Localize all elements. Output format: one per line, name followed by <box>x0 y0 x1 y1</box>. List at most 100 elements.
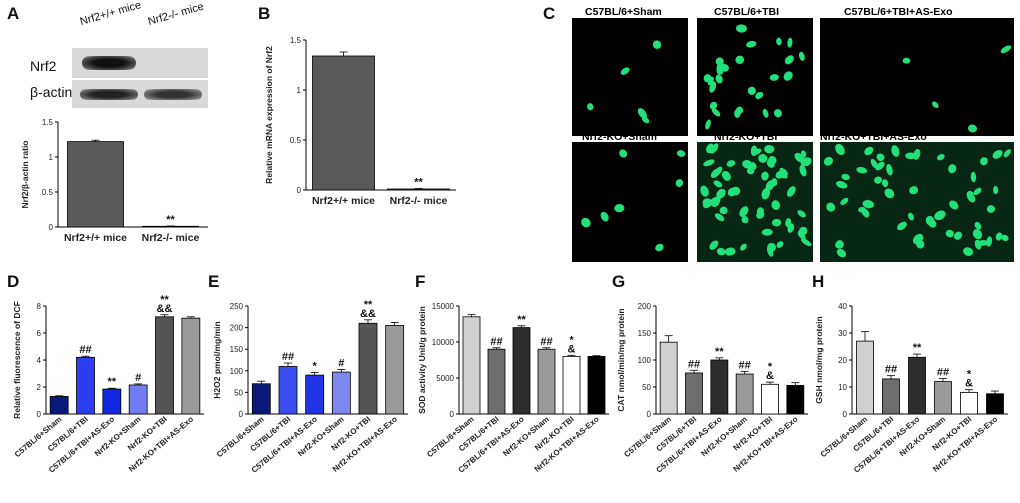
nucleus <box>735 55 745 65</box>
nucleus <box>721 171 731 181</box>
nucleus <box>799 164 807 177</box>
bar <box>102 388 122 415</box>
nucleus <box>785 218 792 228</box>
y-tick-label: 8 <box>37 302 42 311</box>
nucleus <box>948 164 957 174</box>
micrograph-title-4: Nrf2-KO+Sham <box>582 131 657 143</box>
nucleus <box>750 162 757 170</box>
bar <box>155 316 174 415</box>
nucleus <box>986 205 996 213</box>
nucleus <box>798 226 808 236</box>
nucleus <box>974 239 982 250</box>
bar <box>986 393 1004 415</box>
significance-label: & <box>766 370 774 382</box>
x-category-label: Nrf2-KO+Sham <box>93 415 143 459</box>
y-tick-label: 0 <box>37 410 42 419</box>
nucleus <box>902 57 911 64</box>
significance-label: * <box>313 361 318 373</box>
nucleus <box>986 236 993 247</box>
blot-strip-nrf2 <box>72 48 208 78</box>
chart-a: 0 0.5 1 1.5 Nrf2/β-actin ratio Nrf2+/+ mice **… <box>20 118 208 244</box>
significance-label: ** <box>715 346 724 358</box>
micrograph-4 <box>572 142 688 262</box>
nucleus <box>587 103 594 111</box>
y-tick-label: 0 <box>843 410 848 419</box>
y-tick-label: 150 <box>230 345 244 354</box>
chart-d: 0 2 4 6 8 Relative fluorescence of DCFC57BL/6… <box>12 294 204 475</box>
nucleus <box>931 101 939 109</box>
nucleus <box>949 200 959 210</box>
nucleus <box>726 160 736 167</box>
panel-letter-a: A <box>7 4 20 23</box>
y-tick-label: 1.5 <box>290 36 302 45</box>
nucleus <box>973 187 982 196</box>
nucleus <box>709 81 717 93</box>
bar <box>710 359 729 415</box>
nucleus <box>841 173 850 181</box>
y-tick-label: 50 <box>234 388 243 397</box>
nucleus <box>676 150 686 157</box>
y-axis-label: Nrf2/β-actin ratio <box>20 140 30 208</box>
x-category-label: C57BL/6+Sham <box>13 415 64 459</box>
panel-letter-h: H <box>812 272 825 291</box>
significance-label: && <box>157 303 173 315</box>
blot-row-label-actin: β-actin <box>30 84 73 100</box>
blot-band-actin-2 <box>144 89 202 100</box>
y-tick-label: 1 <box>49 153 54 162</box>
nucleus <box>652 40 662 49</box>
nucleus <box>619 149 628 158</box>
bar <box>856 340 874 415</box>
nucleus <box>862 200 874 209</box>
nucleus <box>706 143 715 154</box>
micrograph-title-1: C57BL/6+Sham <box>585 6 662 18</box>
bar <box>685 372 703 415</box>
nuclei-1 <box>587 40 662 124</box>
nucleus <box>705 119 711 130</box>
nucleus <box>945 229 954 238</box>
nucleus <box>823 156 834 166</box>
significance-label: ** <box>166 214 175 226</box>
bar <box>305 374 325 415</box>
nucleus <box>925 215 935 226</box>
significance-label: ** <box>414 177 423 189</box>
nucleus <box>858 207 866 213</box>
y-axis-label: SOD activity Unit/g protein <box>417 306 427 414</box>
nucleus <box>1000 45 1012 54</box>
nucleus <box>787 37 793 48</box>
nucleus <box>600 211 609 222</box>
nucleus <box>714 166 723 177</box>
nucleus <box>771 178 778 187</box>
nucleus <box>767 246 774 257</box>
nucleus <box>741 216 749 224</box>
y-tick-label: 1.5 <box>42 118 54 127</box>
nucleus <box>709 101 718 110</box>
nucleus <box>700 185 709 197</box>
significance-label: ## <box>282 351 294 363</box>
nucleus <box>739 206 749 217</box>
nucleus <box>936 154 945 161</box>
nucleus <box>768 156 777 165</box>
nucleus <box>773 109 782 118</box>
y-tick-label: 40 <box>838 302 847 311</box>
nucleus <box>715 74 723 84</box>
nucleus <box>756 207 764 216</box>
blot-band-actin-1 <box>80 89 138 100</box>
nucleus <box>750 145 758 157</box>
nucleus <box>711 108 721 117</box>
y-axis-label: CAT nmol/min/mg protein <box>616 308 626 411</box>
nucleus <box>716 61 724 71</box>
significance-label: ** <box>913 342 922 354</box>
nucleus <box>713 180 723 188</box>
bar <box>312 55 375 191</box>
y-tick-label: 20 <box>838 356 847 365</box>
y-tick-label: 1 <box>297 86 302 95</box>
micrograph-6 <box>820 142 1014 262</box>
nucleus <box>727 187 737 197</box>
bar <box>251 383 271 415</box>
bar <box>387 188 450 191</box>
bar <box>128 384 148 415</box>
x-category-label: Nrf2-/- mice <box>390 195 448 207</box>
bar <box>462 316 481 415</box>
nucleus <box>970 171 977 183</box>
blot-row-label-nrf2: Nrf2 <box>30 58 57 74</box>
